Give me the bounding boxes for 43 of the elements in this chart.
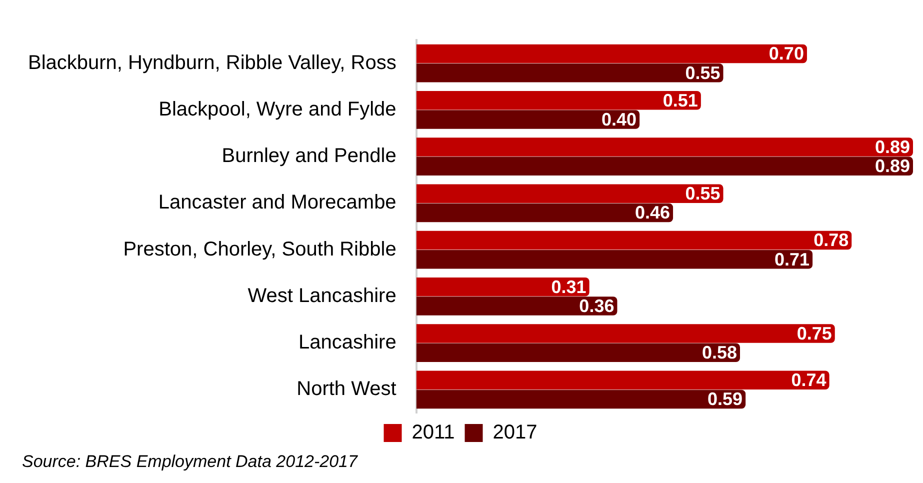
data-label: 0.71 bbox=[774, 249, 810, 270]
legend-label: 2017 bbox=[492, 422, 538, 444]
bar bbox=[416, 203, 674, 222]
bar bbox=[416, 296, 618, 316]
bar bbox=[416, 390, 746, 409]
data-label: 0.51 bbox=[662, 90, 698, 110]
source-note: Source: BRES Employment Data 2012-2017 bbox=[22, 452, 358, 472]
y-tick-label: Blackburn, Hyndburn, Ribble Valley, Ross bbox=[28, 52, 396, 74]
y-tick-label: Lancashire bbox=[298, 332, 396, 354]
data-label: 0.74 bbox=[791, 370, 826, 390]
bar bbox=[416, 91, 701, 110]
y-tick-label: Burnley and Pendle bbox=[222, 145, 396, 168]
data-label: 0.36 bbox=[579, 296, 614, 316]
y-tick-label: North West bbox=[296, 378, 397, 400]
bar bbox=[416, 343, 740, 362]
bar bbox=[416, 184, 724, 203]
data-label: 0.75 bbox=[796, 323, 832, 344]
data-label: 0.55 bbox=[685, 62, 720, 83]
bar bbox=[416, 138, 913, 156]
bar bbox=[416, 110, 640, 129]
bar bbox=[416, 370, 830, 390]
data-label: 0.70 bbox=[768, 44, 804, 64]
data-label: 0.46 bbox=[634, 202, 670, 223]
data-label: 0.89 bbox=[874, 156, 910, 176]
data-label: 0.58 bbox=[702, 342, 737, 363]
y-tick-label: Lancaster and Morecambe bbox=[158, 192, 396, 214]
data-label: 0.31 bbox=[551, 276, 586, 297]
data-label: 0.55 bbox=[685, 184, 720, 204]
data-label: 0.78 bbox=[814, 230, 849, 250]
bar bbox=[416, 250, 813, 269]
data-label: 0.89 bbox=[874, 136, 910, 157]
bar bbox=[416, 230, 852, 250]
bar bbox=[416, 156, 913, 176]
bar bbox=[416, 64, 724, 82]
bar bbox=[416, 44, 807, 64]
data-label: 0.40 bbox=[602, 109, 637, 130]
y-tick-label: Blackpool, Wyre and Fylde bbox=[158, 98, 396, 120]
y-tick-label: Preston, Chorley, South Ribble bbox=[123, 238, 396, 260]
bar bbox=[416, 278, 590, 296]
y-tick-label: West Lancashire bbox=[248, 284, 396, 307]
data-label: 0.59 bbox=[708, 389, 743, 410]
legend-label: 2011 bbox=[412, 422, 455, 444]
bar bbox=[416, 324, 835, 343]
